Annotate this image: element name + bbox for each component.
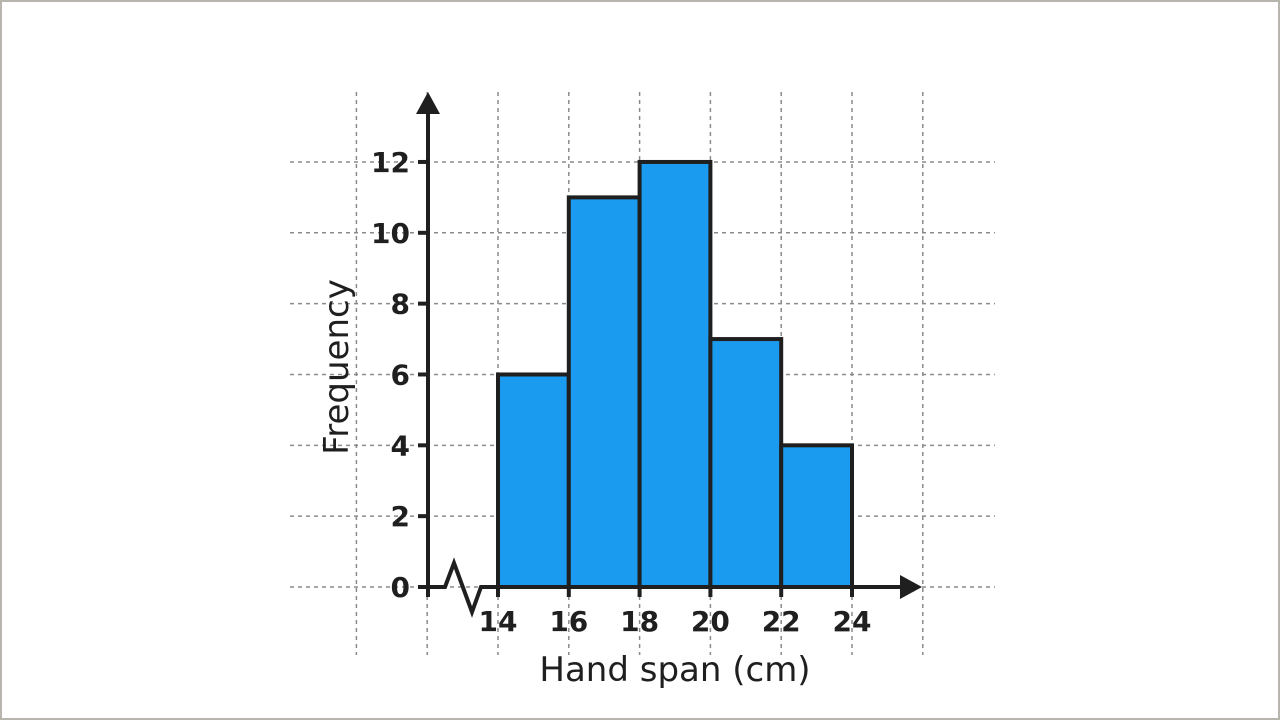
y-tick-label: 4 xyxy=(391,429,410,462)
y-tick-label: 6 xyxy=(391,358,410,391)
histogram-bar xyxy=(566,195,642,589)
histogram-bar xyxy=(637,159,713,590)
histogram-bar xyxy=(779,443,855,589)
y-tick-label: 0 xyxy=(391,571,410,604)
y-axis-arrow xyxy=(416,92,440,114)
x-tick-label: 18 xyxy=(620,605,659,638)
x-tick-label: 14 xyxy=(479,605,518,638)
y-axis-label: Frequency xyxy=(317,279,357,455)
y-tick-label: 10 xyxy=(371,217,410,250)
x-tick-label: 24 xyxy=(833,605,872,638)
y-tick-label: 8 xyxy=(391,288,410,321)
x-tick-label: 22 xyxy=(762,605,801,638)
histogram-bar xyxy=(708,337,784,589)
x-axis-arrow xyxy=(900,575,922,599)
x-tick-label: 20 xyxy=(691,605,730,638)
y-tick-label: 2 xyxy=(391,500,410,533)
x-tick-label: 16 xyxy=(549,605,588,638)
histogram-bar xyxy=(496,372,571,590)
axes xyxy=(416,92,922,618)
y-tick-label: 12 xyxy=(371,146,410,179)
bars xyxy=(496,159,855,590)
x-axis-label: Hand span (cm) xyxy=(539,650,810,690)
